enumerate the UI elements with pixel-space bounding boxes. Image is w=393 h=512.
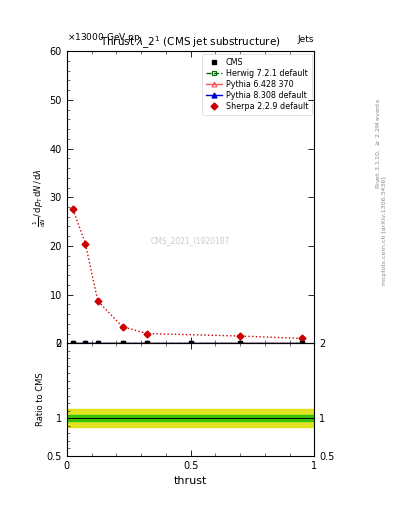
Line: Pythia 8.308 default: Pythia 8.308 default (71, 341, 305, 346)
Pythia 6.428 370 (238, 340, 242, 347)
Herwig 7.2.1 default (120, 340, 125, 347)
Line: Pythia 6.428 370: Pythia 6.428 370 (71, 341, 305, 346)
CMS (71, 340, 75, 347)
Y-axis label: $\frac{1}{\mathrm{d}N}\,/\,\mathrm{d}p_\mathrm{T}\,\mathrm{d}N\,/\,\mathrm{d}\la: $\frac{1}{\mathrm{d}N}\,/\,\mathrm{d}p_\… (32, 168, 48, 227)
Pythia 6.428 370 (120, 340, 125, 347)
Herwig 7.2.1 default (238, 340, 242, 347)
Pythia 6.428 370 (300, 340, 305, 347)
Line: CMS: CMS (71, 341, 305, 346)
Title: Thrust $\lambda\_2^1$ (CMS jet substructure): Thrust $\lambda\_2^1$ (CMS jet substruct… (100, 35, 281, 51)
Pythia 6.428 370 (83, 340, 88, 347)
Text: mcplots.cern.ch [arXiv:1306.3436]: mcplots.cern.ch [arXiv:1306.3436] (382, 176, 387, 285)
Herwig 7.2.1 default (95, 340, 100, 347)
Pythia 8.308 default (188, 340, 193, 347)
Text: CMS_2021_I1920187: CMS_2021_I1920187 (151, 237, 230, 246)
Pythia 6.428 370 (145, 340, 150, 347)
Pythia 6.428 370 (95, 340, 100, 347)
Herwig 7.2.1 default (300, 340, 305, 347)
CMS (120, 340, 125, 347)
Legend: CMS, Herwig 7.2.1 default, Pythia 6.428 370, Pythia 8.308 default, Sherpa 2.2.9 : CMS, Herwig 7.2.1 default, Pythia 6.428 … (202, 54, 312, 115)
Herwig 7.2.1 default (71, 340, 75, 347)
Y-axis label: Ratio to CMS: Ratio to CMS (36, 373, 45, 426)
CMS (238, 340, 242, 347)
Line: Herwig 7.2.1 default: Herwig 7.2.1 default (71, 341, 305, 346)
Pythia 8.308 default (300, 340, 305, 347)
CMS (95, 340, 100, 347)
Text: Jets: Jets (298, 34, 314, 44)
Herwig 7.2.1 default (83, 340, 88, 347)
Sherpa 2.2.9 default (238, 333, 242, 339)
Sherpa 2.2.9 default (300, 335, 305, 342)
Pythia 8.308 default (71, 340, 75, 347)
Herwig 7.2.1 default (188, 340, 193, 347)
Pythia 8.308 default (95, 340, 100, 347)
Text: Rivet 3.1.10, $\geq$ 2.2M events: Rivet 3.1.10, $\geq$ 2.2M events (374, 98, 382, 189)
Pythia 8.308 default (145, 340, 150, 347)
CMS (83, 340, 88, 347)
Pythia 6.428 370 (188, 340, 193, 347)
Sherpa 2.2.9 default (71, 206, 75, 212)
Herwig 7.2.1 default (145, 340, 150, 347)
CMS (188, 340, 193, 347)
Sherpa 2.2.9 default (95, 298, 100, 304)
CMS (145, 340, 150, 347)
Sherpa 2.2.9 default (145, 331, 150, 337)
Pythia 8.308 default (83, 340, 88, 347)
Sherpa 2.2.9 default (120, 324, 125, 330)
Pythia 8.308 default (120, 340, 125, 347)
CMS (300, 340, 305, 347)
Text: $\times$13000 GeV pp: $\times$13000 GeV pp (67, 31, 140, 44)
Sherpa 2.2.9 default (83, 241, 88, 247)
X-axis label: thrust: thrust (174, 476, 207, 486)
Line: Sherpa 2.2.9 default: Sherpa 2.2.9 default (71, 207, 305, 341)
Pythia 6.428 370 (71, 340, 75, 347)
Pythia 8.308 default (238, 340, 242, 347)
